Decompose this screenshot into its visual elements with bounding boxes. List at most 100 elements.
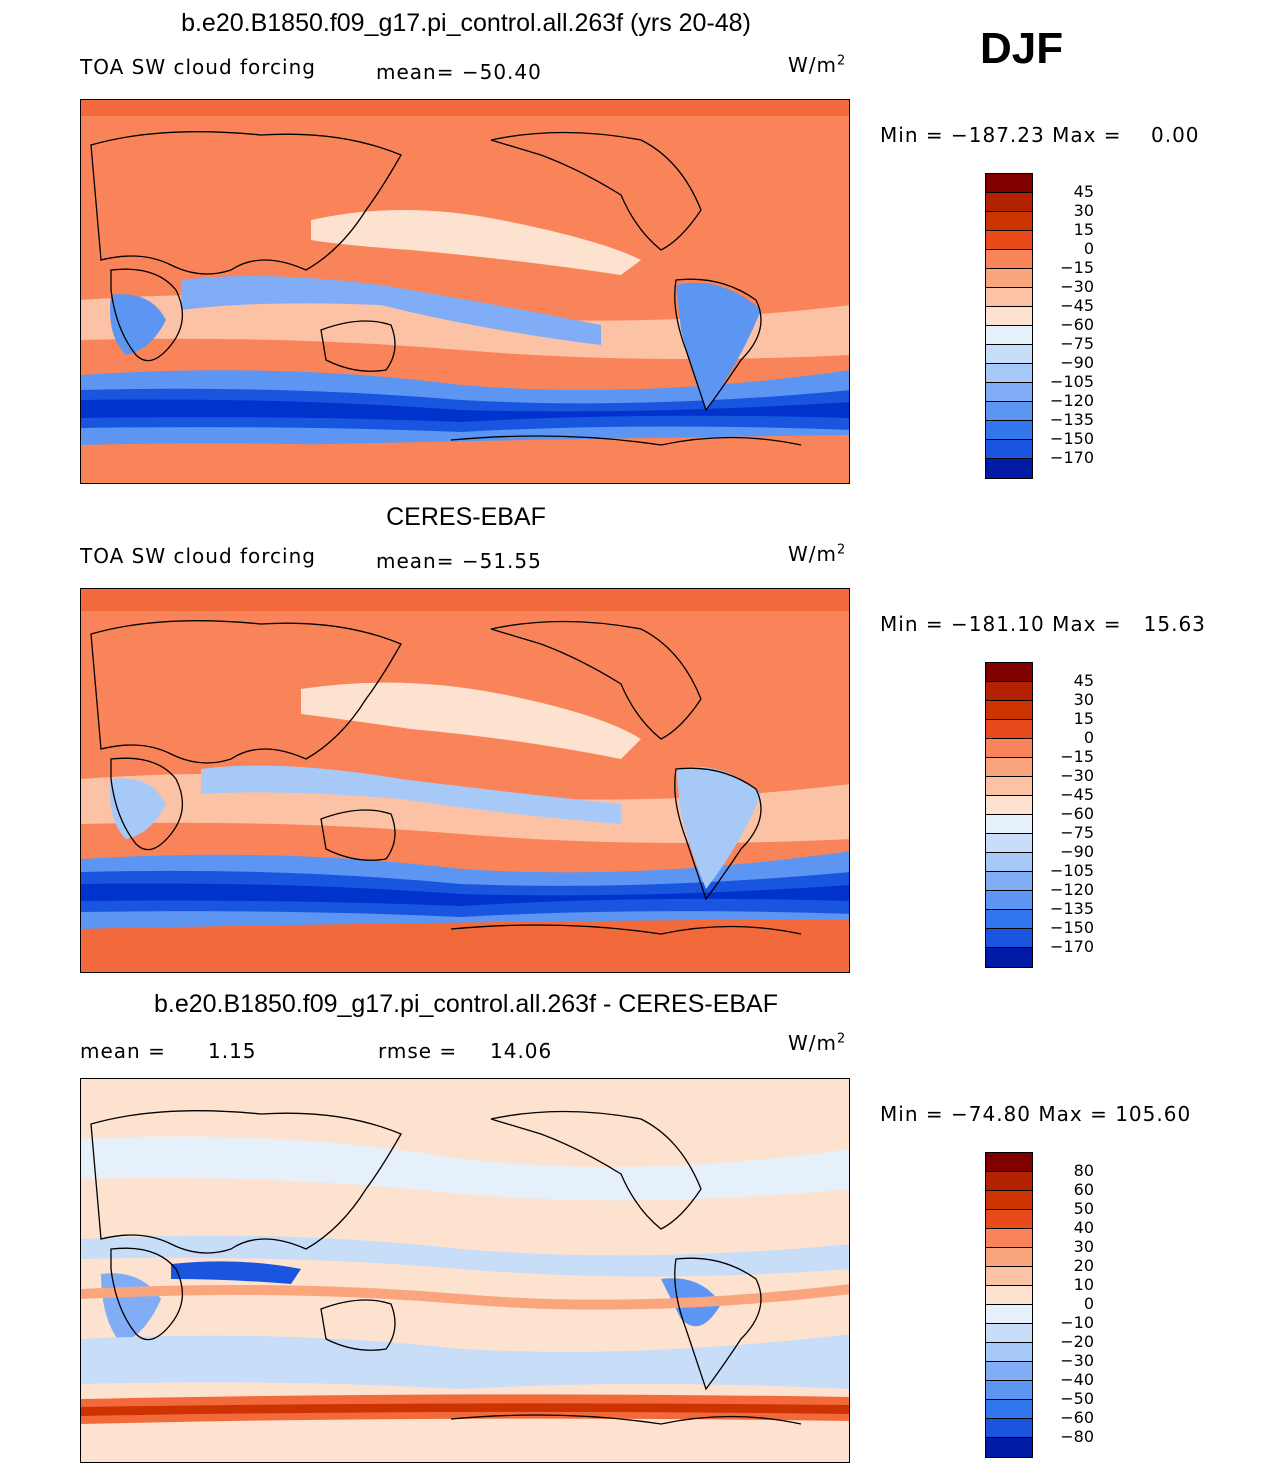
cb1-tick: −15 (1060, 258, 1094, 277)
cb1-tick: 15 (1073, 220, 1094, 239)
cb3-seg (986, 1153, 1032, 1172)
panel2-title: CERES-EBAF (386, 503, 546, 531)
cb3-tick: −10 (1060, 1313, 1094, 1332)
cb1-seg (986, 307, 1032, 326)
panel2-southern-ocean-core (81, 870, 849, 917)
panel1-np-storm (311, 210, 641, 275)
cb1-tick: 45 (1073, 182, 1094, 201)
panel3-coastlines (90, 1110, 802, 1425)
cb3-seg (986, 1438, 1032, 1457)
panel2-mean: mean= −51.55 (376, 549, 542, 573)
cb3-seg (986, 1191, 1032, 1210)
cb1-seg (986, 402, 1032, 421)
cb1-seg (986, 231, 1032, 250)
panel2-np-storm (301, 682, 641, 759)
panel1-variable: TOA SW cloud forcing (80, 55, 316, 79)
cb1-seg (986, 459, 1032, 478)
cb2-tick: −170 (1050, 937, 1094, 956)
panel1-colorbar (985, 173, 1033, 479)
cb2-tick: −150 (1050, 918, 1094, 937)
cb2-seg (986, 853, 1032, 872)
cb2-tick: 0 (1083, 728, 1094, 747)
cb1-seg (986, 440, 1032, 459)
cb1-seg (986, 250, 1032, 269)
cb3-tick: 80 (1073, 1161, 1094, 1180)
cb2-seg (986, 872, 1032, 891)
panel2-minmax: Min = −181.10 Max = 15.63 (880, 612, 1206, 636)
cb1-tick: 0 (1083, 239, 1094, 258)
cb3-tick: −60 (1060, 1408, 1094, 1427)
cb3-seg (986, 1362, 1032, 1381)
cb3-seg (986, 1324, 1032, 1343)
panel1-coastlines (90, 131, 802, 446)
cb3-tick: −50 (1060, 1389, 1094, 1408)
cb1-tick: −60 (1060, 315, 1094, 334)
cb2-tick: −90 (1060, 842, 1094, 861)
cb3-seg (986, 1267, 1032, 1286)
cb3-seg (986, 1172, 1032, 1191)
cb3-tick: 10 (1073, 1275, 1094, 1294)
panel2-map (80, 588, 850, 973)
panel2-antarctic-band (81, 919, 849, 972)
panel3-tropics-band (81, 1235, 849, 1277)
cb1-tick: −45 (1060, 296, 1094, 315)
cb2-seg (986, 796, 1032, 815)
cb1-seg (986, 364, 1032, 383)
cb3-seg (986, 1248, 1032, 1267)
panel3-map (80, 1078, 850, 1463)
panel3-mean: mean = (80, 1039, 166, 1063)
cb3-tick: −30 (1060, 1351, 1094, 1370)
cb3-seg (986, 1229, 1032, 1248)
cb1-seg (986, 326, 1032, 345)
cb3-tick: −80 (1060, 1427, 1094, 1446)
cb2-tick: −30 (1060, 766, 1094, 785)
panel1-map-svg (81, 100, 849, 483)
panel1-arctic-band (81, 100, 849, 116)
cb3-seg (986, 1400, 1032, 1419)
cb3-seg (986, 1419, 1032, 1438)
cb2-tick: 15 (1073, 709, 1094, 728)
cb2-seg (986, 891, 1032, 910)
cb3-tick: 20 (1073, 1256, 1094, 1275)
panel2-southern-ocean-max (81, 883, 849, 906)
cb3-seg (986, 1305, 1032, 1324)
cb1-tick: −170 (1050, 448, 1094, 467)
cb2-seg (986, 758, 1032, 777)
cb1-seg (986, 212, 1032, 231)
cb2-seg (986, 910, 1032, 929)
panel1-southern-ocean-max (81, 399, 849, 422)
cb2-tick: −75 (1060, 823, 1094, 842)
panel3-subtropic-pos (81, 1284, 849, 1310)
cb3-tick: 40 (1073, 1218, 1094, 1237)
cb2-tick: −15 (1060, 747, 1094, 766)
cb3-tick: −20 (1060, 1332, 1094, 1351)
panel3-rmse: rmse = (378, 1039, 458, 1063)
panel1-subtropics (81, 295, 849, 359)
panel3-mean-value: 1.15 (208, 1039, 257, 1063)
panel3-minmax: Min = −74.80 Max = 105.60 (880, 1102, 1192, 1126)
cb2-seg (986, 701, 1032, 720)
cb1-tick: −105 (1050, 372, 1094, 391)
cb2-seg (986, 834, 1032, 853)
cb3-seg (986, 1286, 1032, 1305)
panel1-africa-cloud (110, 294, 166, 355)
cb1-tick: −120 (1050, 391, 1094, 410)
cb1-tick: −75 (1060, 334, 1094, 353)
cb1-seg (986, 269, 1032, 288)
cb2-tick: −60 (1060, 804, 1094, 823)
panel3-title: b.e20.B1850.f09_g17.pi_control.all.263f … (154, 990, 778, 1018)
panel1-title: b.e20.B1850.f09_g17.pi_control.all.263f … (181, 9, 751, 37)
cb3-seg (986, 1210, 1032, 1229)
panel2-itcz (201, 765, 621, 824)
panel2-s-america-cloud (676, 766, 761, 889)
cb2-seg (986, 815, 1032, 834)
cb1-seg (986, 421, 1032, 440)
cb2-tick: −120 (1050, 880, 1094, 899)
cb2-tick: −105 (1050, 861, 1094, 880)
cb3-tick: 30 (1073, 1237, 1094, 1256)
panel1-mean: mean= −50.40 (376, 60, 542, 84)
cb2-tick: −135 (1050, 899, 1094, 918)
cb3-tick: 50 (1073, 1199, 1094, 1218)
panel1-minmax: Min = −187.23 Max = 0.00 (880, 123, 1200, 147)
cb2-seg (986, 929, 1032, 948)
